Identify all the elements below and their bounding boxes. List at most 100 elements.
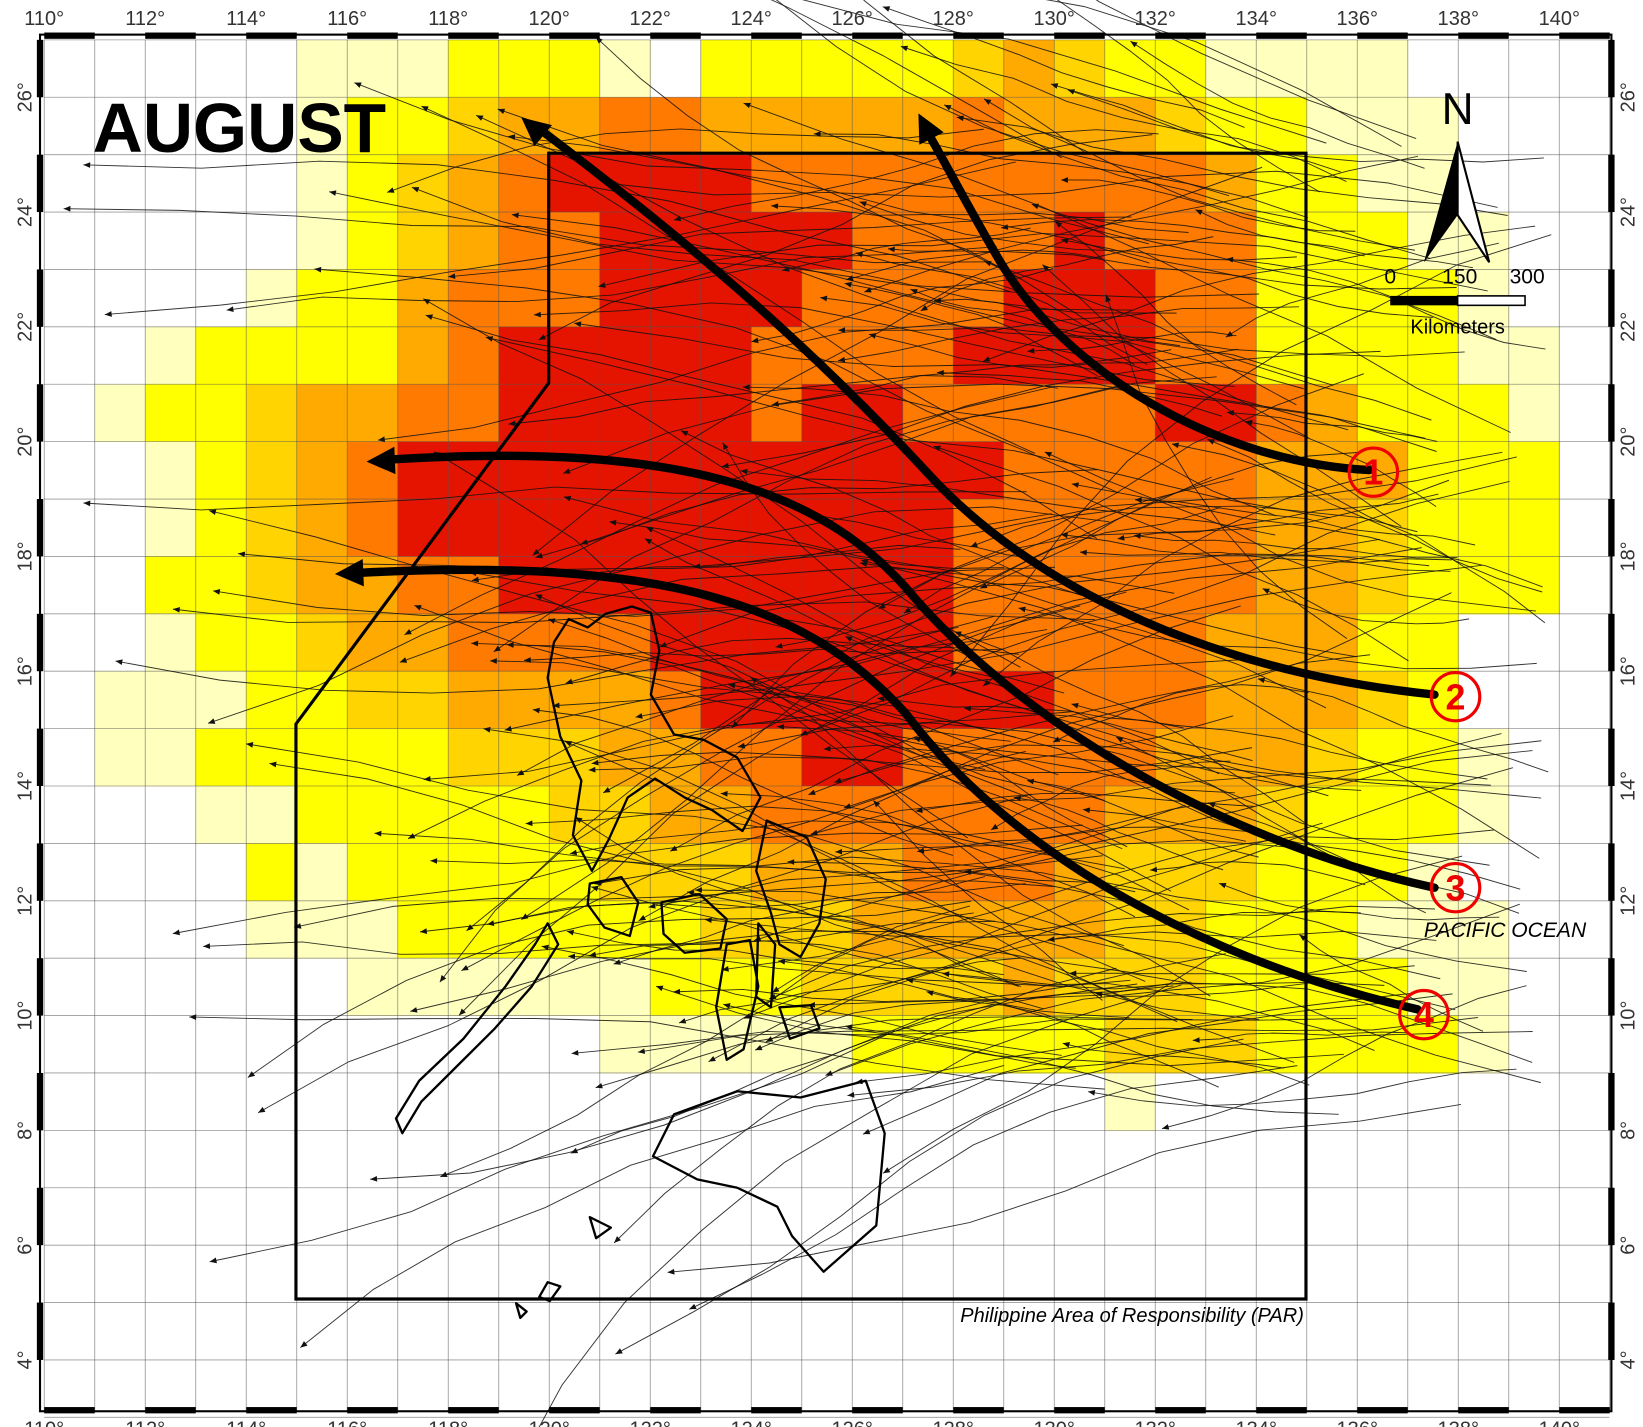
map-title: AUGUST [93,89,386,167]
map-frame [36,32,1615,1414]
density-cell [1306,900,1358,959]
track-line [1105,294,1348,639]
density-cell [1205,843,1257,902]
latitude-label: 8° [15,1121,37,1140]
frame-tick [1608,384,1615,442]
track-arrowhead [83,162,91,168]
density-cell [296,556,348,615]
track-line [1161,985,1527,1130]
density-cell [953,39,1005,98]
density-cell [1306,384,1358,443]
track-arrowhead [991,823,999,830]
scale-bar: 0 150 300 Kilometers [1384,265,1544,338]
track-line [404,386,1052,636]
frame-tick [1054,32,1105,39]
latitude-label: 6° [15,1236,37,1255]
density-cell [599,39,651,98]
density-cell [1407,441,1459,500]
density-cell [94,384,146,443]
frame-tick [1357,32,1408,39]
density-cell [347,384,399,443]
track-line [407,711,1074,840]
longitude-label: 124° [731,8,772,30]
track-arrowhead [1042,264,1050,272]
frame-border [38,33,1613,1413]
track-line [771,912,974,994]
track-arrowhead [644,538,653,545]
track-line [648,804,1186,908]
track-line [574,322,1426,439]
density-cell [953,154,1005,213]
track-line [742,386,1277,517]
density-cell [195,613,247,672]
track-line [508,135,1150,264]
longitude-label: 136° [1337,1418,1378,1427]
longitude-label: 124° [731,1418,772,1427]
longitude-label: 114° [226,1418,266,1427]
track-arrowhead [1044,451,1053,458]
density-cell [650,499,702,557]
track-arrowhead [461,965,469,971]
density-cell [953,958,1005,1017]
density-cell [1508,326,1560,385]
density-cell [1155,843,1207,902]
track-line [487,900,1260,1021]
latitude-label: 8° [1618,1121,1640,1140]
density-cell [599,958,651,1017]
density-cell [852,786,904,844]
latitude-label: 22° [15,312,37,342]
frame-tick [953,1407,1004,1414]
density-cell [145,384,197,443]
track-arrowhead [404,629,412,635]
track-arrowhead [614,1236,621,1243]
latitude-label: 10° [1618,1001,1640,1031]
track-arrowhead [466,924,474,931]
track-line [523,648,1003,661]
track-line [983,98,1416,251]
track-line [448,216,1132,278]
track-line [1013,796,1224,871]
track-line [209,1003,995,1263]
track-line [787,861,1441,980]
track-line [490,660,1059,776]
density-cell [1306,556,1358,615]
track-arrowhead [246,742,254,748]
track-line [754,985,1174,1051]
track-line [207,506,1110,724]
track-line [933,445,1409,662]
track-line [246,743,1125,947]
track-line [753,750,1533,942]
density-cell [145,728,197,787]
track-arrowhead [580,539,589,545]
track-line [777,726,1491,786]
track-arrowhead [458,1008,466,1016]
density-cell [599,613,651,672]
track-arrowhead [720,790,728,797]
density-cell [246,613,298,672]
track-line [469,571,1329,797]
track-arrowhead [421,106,429,112]
density-cell [347,39,399,98]
track-line [1082,809,1521,890]
north-arrow: N [1423,85,1491,263]
track-arrowhead [813,131,821,137]
density-cell [599,1015,651,1074]
track-line [721,829,1494,971]
frame-tick [1608,499,1615,557]
frame-tick [1608,958,1615,1016]
density-cell [296,900,348,959]
track-arrowhead [681,430,689,437]
density-cell [397,326,449,385]
track-line [461,750,1026,972]
density-cell [599,326,651,385]
track-line [212,566,1056,617]
track-line [466,615,995,932]
frame-tick [1559,32,1610,39]
track-arrowhead [493,645,502,652]
track-line [1171,443,1546,624]
scale-tick: 150 [1442,265,1477,288]
track-arrowhead [504,725,512,732]
latitude-label: 16° [15,656,37,686]
density-cell [1104,39,1156,98]
